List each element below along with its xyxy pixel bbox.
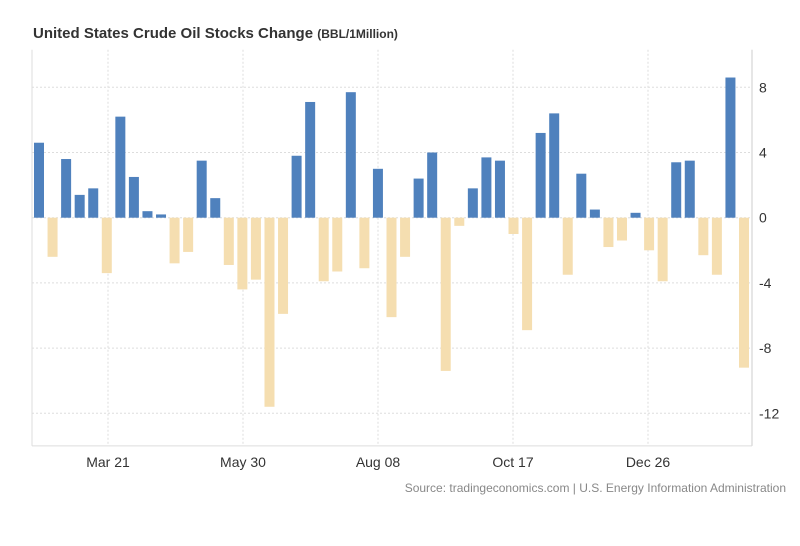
bar [522, 217, 533, 331]
bar [278, 217, 289, 314]
bar [305, 101, 316, 218]
y-tick-label: 0 [759, 210, 767, 226]
bar [671, 162, 682, 218]
y-tick-label: -12 [759, 405, 779, 421]
bar [725, 77, 736, 218]
bar [237, 217, 248, 290]
bar [739, 217, 749, 368]
bar [467, 188, 478, 218]
y-tick-label: 8 [759, 79, 767, 95]
bar [508, 217, 519, 234]
bar [630, 212, 641, 218]
bar [101, 217, 112, 274]
bar [34, 142, 44, 218]
x-tick-label: May 30 [220, 454, 266, 470]
y-tick-label: -8 [759, 340, 772, 356]
title-unit: (BBL/1Million) [317, 27, 398, 41]
bar [481, 157, 492, 218]
bar [88, 188, 99, 218]
bar [47, 217, 58, 257]
bar [196, 160, 207, 218]
title-text: United States Crude Oil Stocks Change [33, 25, 314, 42]
bar [549, 113, 560, 218]
bar [535, 132, 546, 218]
bar [386, 217, 397, 318]
bar [142, 211, 153, 218]
bar [332, 217, 343, 272]
y-tick-label: -4 [759, 275, 772, 291]
bar [210, 198, 221, 218]
chart-title: United States Crude Oil Stocks Change (B… [33, 25, 398, 42]
bar [454, 217, 465, 226]
bar [291, 155, 302, 218]
bar [74, 194, 85, 218]
bar [644, 217, 655, 251]
source-text: Source: tradingeconomics.com | U.S. Ener… [404, 481, 786, 495]
x-tick-label: Aug 08 [356, 454, 401, 470]
bar [156, 214, 167, 218]
bar [264, 217, 275, 407]
bar [440, 217, 451, 371]
bar [400, 217, 411, 257]
bar [413, 178, 424, 218]
bar [616, 217, 627, 241]
bar [318, 217, 329, 282]
bar [698, 217, 709, 256]
bar [169, 217, 180, 264]
y-tick-label: 4 [759, 145, 767, 161]
bar [576, 173, 587, 218]
bar [589, 209, 600, 218]
bar [603, 217, 614, 248]
bar [115, 116, 126, 218]
bar [372, 168, 383, 218]
bar [711, 217, 722, 275]
bar [223, 217, 234, 265]
bar [427, 152, 438, 218]
bar [359, 217, 370, 269]
bar [562, 217, 573, 275]
x-tick-label: Dec 26 [626, 454, 671, 470]
bar [345, 92, 356, 218]
bar [684, 160, 695, 218]
x-tick-label: Oct 17 [492, 454, 533, 470]
bar [61, 159, 72, 218]
x-tick-label: Mar 21 [86, 454, 130, 470]
bar [657, 217, 668, 282]
bar [494, 160, 505, 218]
bar [128, 176, 139, 218]
bar [250, 217, 261, 280]
bar [183, 217, 194, 252]
